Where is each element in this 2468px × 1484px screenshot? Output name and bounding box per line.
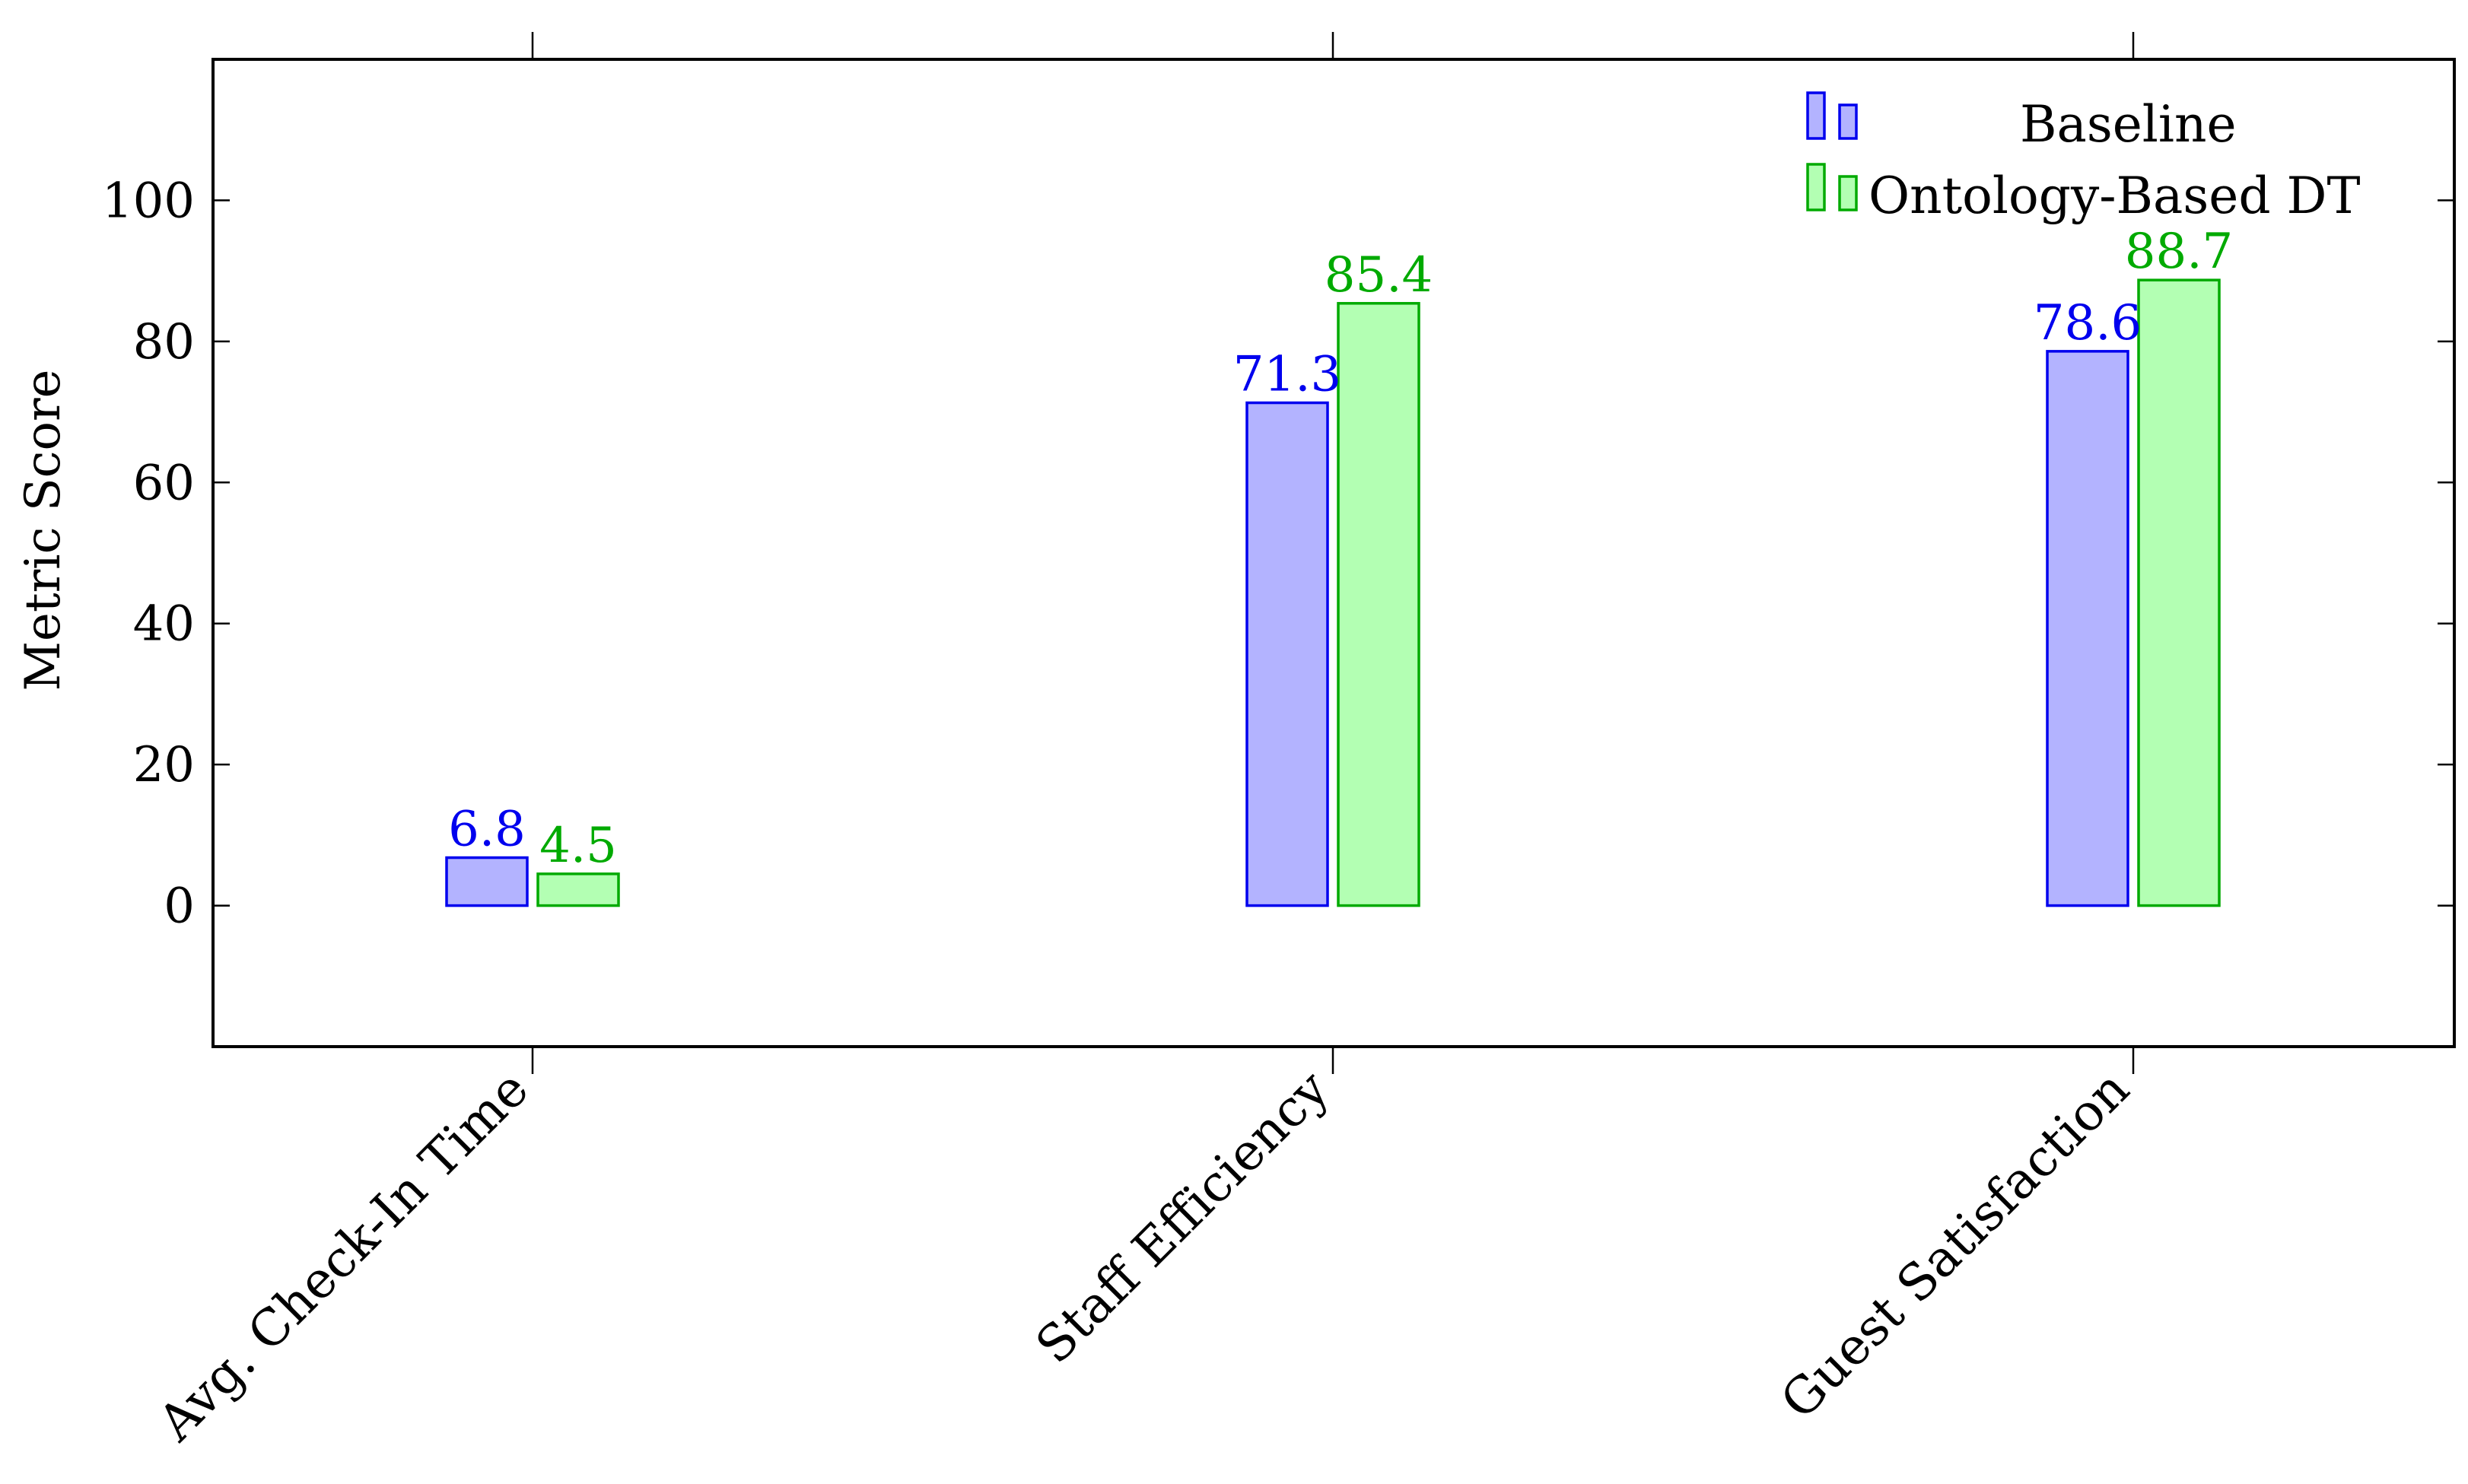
data-label: 88.7 <box>2125 224 2234 280</box>
bar <box>445 856 529 907</box>
y-tick-label: 60 <box>133 455 195 511</box>
x-tick-label: Avg. Check-In Time <box>146 1060 539 1453</box>
ticks-layer <box>213 32 2454 1074</box>
legend-swatch <box>1806 163 1826 211</box>
data-label: 6.8 <box>448 802 526 858</box>
data-label: 85.4 <box>1325 247 1433 303</box>
y-tick-label: 0 <box>164 879 195 935</box>
data-label: 4.5 <box>539 818 617 874</box>
legend-entry: Ontology-Based DT <box>1868 167 2361 225</box>
plot-frame <box>211 58 2456 1048</box>
y-tick-label: 20 <box>133 737 195 793</box>
y-axis-label: Metric Score <box>15 369 72 691</box>
x-tick-label: Guest Satisfaction <box>1770 1060 2140 1430</box>
bar <box>2046 350 2129 907</box>
bar <box>1337 302 1420 907</box>
legend-entry: Baseline <box>2020 95 2237 154</box>
bar <box>2137 278 2221 907</box>
x-tick-label: Staff Efficiency <box>1025 1059 1341 1374</box>
data-label: 71.3 <box>1233 347 1342 403</box>
legend: Baseline Ontology-Based DT <box>1806 91 2361 225</box>
bars-layer <box>445 278 2221 907</box>
bar <box>536 872 620 907</box>
legend-swatch <box>1806 91 1826 140</box>
y-tick-label: 80 <box>133 314 195 370</box>
bar <box>1245 401 1329 907</box>
legend-swatch <box>1838 175 1858 211</box>
legend-swatch <box>1838 103 1858 140</box>
y-tick-label: 40 <box>133 596 195 653</box>
data-label: 78.6 <box>2034 295 2142 351</box>
labels-layer: 0 20 40 60 80 100 Avg. Check-In Time Staff Effi… <box>102 173 2233 1452</box>
y-tick-label: 100 <box>102 173 195 229</box>
